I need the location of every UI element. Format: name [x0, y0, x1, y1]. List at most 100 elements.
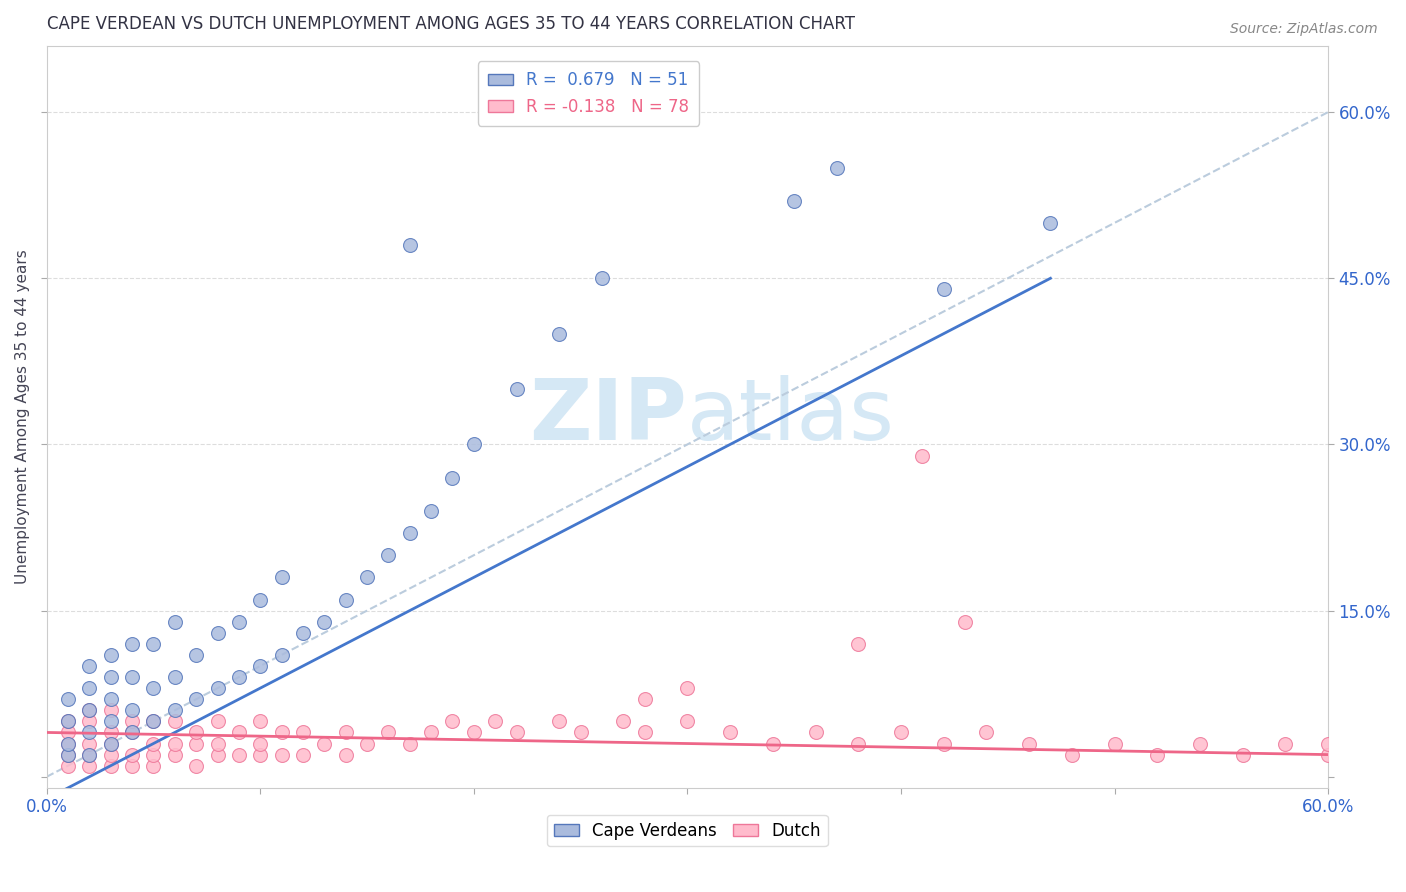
Point: [163, 737, 186, 751]
Point: [228, 725, 250, 739]
Point: [249, 592, 271, 607]
Point: [270, 747, 292, 762]
Point: [1232, 747, 1254, 762]
Point: [100, 737, 122, 751]
Point: [79, 747, 101, 762]
Point: [207, 625, 229, 640]
Point: [121, 637, 143, 651]
Point: [79, 737, 101, 751]
Point: [56, 714, 79, 729]
Point: [142, 637, 165, 651]
Point: [569, 725, 592, 739]
Point: [441, 471, 464, 485]
Point: [100, 703, 122, 717]
Point: [270, 725, 292, 739]
Point: [121, 725, 143, 739]
Point: [142, 747, 165, 762]
Point: [79, 758, 101, 772]
Point: [591, 271, 613, 285]
Point: [163, 747, 186, 762]
Point: [207, 714, 229, 729]
Point: [846, 737, 869, 751]
Point: [291, 725, 314, 739]
Point: [121, 725, 143, 739]
Point: [186, 725, 208, 739]
Point: [783, 194, 806, 208]
Point: [79, 681, 101, 695]
Text: Source: ZipAtlas.com: Source: ZipAtlas.com: [1230, 22, 1378, 37]
Point: [314, 737, 336, 751]
Point: [79, 725, 101, 739]
Point: [1104, 737, 1126, 751]
Point: [1060, 747, 1083, 762]
Point: [56, 758, 79, 772]
Point: [228, 670, 250, 684]
Point: [463, 725, 485, 739]
Point: [270, 570, 292, 584]
Point: [56, 737, 79, 751]
Point: [291, 747, 314, 762]
Point: [1317, 737, 1340, 751]
Point: [100, 692, 122, 706]
Point: [100, 758, 122, 772]
Point: [186, 648, 208, 662]
Point: [1018, 737, 1040, 751]
Legend: Cape Verdeans, Dutch: Cape Verdeans, Dutch: [547, 815, 828, 847]
Point: [976, 725, 998, 739]
Point: [548, 326, 571, 341]
Point: [612, 714, 634, 729]
Point: [634, 692, 657, 706]
Point: [505, 725, 527, 739]
Point: [505, 382, 527, 396]
Point: [228, 747, 250, 762]
Point: [846, 637, 869, 651]
Point: [100, 737, 122, 751]
Point: [79, 659, 101, 673]
Point: [1317, 747, 1340, 762]
Point: [377, 725, 399, 739]
Point: [121, 670, 143, 684]
Point: [56, 692, 79, 706]
Point: [56, 737, 79, 751]
Text: ZIP: ZIP: [530, 376, 688, 458]
Point: [228, 615, 250, 629]
Point: [79, 714, 101, 729]
Point: [100, 670, 122, 684]
Y-axis label: Unemployment Among Ages 35 to 44 years: Unemployment Among Ages 35 to 44 years: [15, 250, 30, 584]
Point: [890, 725, 912, 739]
Point: [56, 714, 79, 729]
Point: [56, 747, 79, 762]
Point: [249, 714, 271, 729]
Point: [548, 714, 571, 729]
Point: [100, 747, 122, 762]
Point: [335, 725, 357, 739]
Point: [249, 659, 271, 673]
Point: [804, 725, 827, 739]
Point: [463, 437, 485, 451]
Point: [79, 703, 101, 717]
Point: [356, 737, 378, 751]
Point: [142, 714, 165, 729]
Point: [911, 449, 934, 463]
Point: [121, 747, 143, 762]
Point: [762, 737, 785, 751]
Point: [420, 725, 443, 739]
Point: [142, 758, 165, 772]
Point: [142, 737, 165, 751]
Point: [398, 238, 420, 252]
Point: [249, 737, 271, 751]
Point: [420, 504, 443, 518]
Point: [100, 714, 122, 729]
Point: [1188, 737, 1211, 751]
Text: CAPE VERDEAN VS DUTCH UNEMPLOYMENT AMONG AGES 35 TO 44 YEARS CORRELATION CHART: CAPE VERDEAN VS DUTCH UNEMPLOYMENT AMONG…: [46, 15, 855, 33]
Point: [634, 725, 657, 739]
Point: [56, 725, 79, 739]
Point: [100, 648, 122, 662]
Point: [186, 758, 208, 772]
Point: [56, 747, 79, 762]
Point: [186, 737, 208, 751]
Point: [142, 681, 165, 695]
Point: [249, 747, 271, 762]
Point: [676, 714, 699, 729]
Point: [314, 615, 336, 629]
